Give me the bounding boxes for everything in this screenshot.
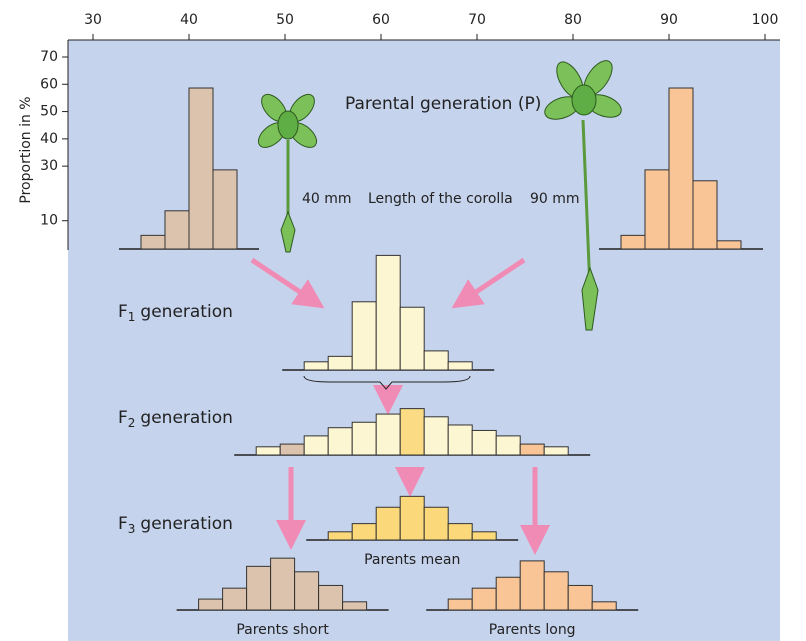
y-tick-label: 70	[40, 49, 58, 65]
histogram-bar	[447, 361, 473, 371]
generation-label: F3 generation	[118, 514, 233, 536]
histogram-label: Parents mean	[364, 552, 460, 568]
histogram-bar	[255, 446, 281, 456]
histogram-bar	[519, 560, 545, 611]
histogram-bar	[212, 169, 238, 250]
x-tick-label: 40	[180, 12, 198, 28]
histogram-bar	[351, 421, 377, 456]
prefix: F	[118, 408, 128, 428]
histogram-bar	[198, 598, 224, 611]
y-tick-label: 40	[40, 131, 58, 147]
long-length: 90 mm	[530, 191, 580, 207]
histogram-bar	[447, 598, 473, 611]
x-tick-label: 50	[276, 12, 294, 28]
rest: generation	[140, 514, 232, 534]
generation-label: F1 generation	[118, 302, 233, 324]
subscript: 2	[128, 416, 136, 430]
histogram-bar	[327, 355, 353, 371]
histogram-bar	[423, 506, 449, 541]
histogram-label: Parents long	[489, 622, 576, 638]
rest: generation	[140, 302, 232, 322]
histogram-bar	[375, 413, 401, 456]
histogram-bar	[567, 584, 593, 611]
generation-label: F2 generation	[118, 408, 233, 430]
histogram-bar	[620, 234, 646, 250]
histogram-bar	[471, 531, 497, 541]
y-axis-label: Proportion in %	[18, 96, 34, 203]
histogram-bar	[351, 301, 377, 371]
histogram-bar	[447, 523, 473, 541]
y-tick-label: 60	[40, 76, 58, 92]
rest: generation	[140, 408, 232, 428]
histogram-bar	[303, 361, 329, 371]
histogram-bar	[495, 435, 521, 456]
histogram-bar	[188, 87, 214, 250]
histogram-bar	[423, 350, 449, 371]
histogram-bar	[303, 435, 329, 456]
histogram-bar	[543, 446, 569, 456]
histogram-bar	[327, 531, 353, 541]
x-tick-label: 70	[468, 12, 486, 28]
histogram-bar	[279, 443, 305, 456]
histogram-bar	[447, 424, 473, 456]
histogram-bar	[471, 587, 497, 611]
plant-short	[257, 93, 318, 253]
subscript: 1	[128, 310, 136, 324]
histogram-label: Parents short	[236, 622, 329, 638]
histogram-bar	[591, 601, 617, 611]
histogram-bar	[294, 571, 320, 611]
corolla-label: Length of the corolla	[368, 191, 513, 207]
histogram-bar	[495, 576, 521, 611]
x-tick-label: 60	[372, 12, 390, 28]
arrows	[250, 257, 550, 555]
histogram-bar	[375, 254, 401, 371]
x-tick-label: 90	[660, 12, 678, 28]
histogram-bar	[399, 495, 425, 541]
histogram-bar	[399, 306, 425, 371]
histogram-bar	[716, 240, 742, 250]
histogram-bar	[140, 234, 166, 250]
x-tick-label: 100	[752, 12, 779, 28]
histogram-bar	[351, 523, 377, 541]
histogram-bar	[246, 565, 272, 611]
histogram-bar	[519, 443, 545, 456]
bracket	[303, 375, 471, 390]
y-tick-label: 10	[40, 213, 58, 229]
x-tick-label: 80	[564, 12, 582, 28]
y-tick-label: 50	[40, 104, 58, 120]
short-length: 40 mm	[302, 191, 352, 207]
prefix: F	[118, 514, 128, 534]
histogram-bar	[471, 429, 497, 456]
histogram-bar	[668, 87, 694, 250]
histogram-bar	[375, 506, 401, 541]
histogram-bar	[644, 169, 670, 250]
plant-long	[544, 60, 622, 331]
histogram-bar	[318, 584, 344, 611]
histogram-bar	[222, 587, 248, 611]
histogram-bar	[270, 557, 296, 611]
histogram-bar	[543, 571, 569, 611]
y-tick-label: 30	[40, 158, 58, 174]
histogram-bar	[327, 427, 353, 456]
histogram-bar	[423, 416, 449, 456]
histogram-bar	[692, 180, 718, 250]
subscript: 3	[128, 522, 136, 536]
histogram-bar	[342, 601, 368, 611]
histogram-bar	[164, 210, 190, 250]
x-tick-label: 30	[84, 12, 102, 28]
title: Parental generation (P)	[345, 94, 541, 114]
histogram-bar	[399, 408, 425, 456]
prefix: F	[118, 302, 128, 322]
